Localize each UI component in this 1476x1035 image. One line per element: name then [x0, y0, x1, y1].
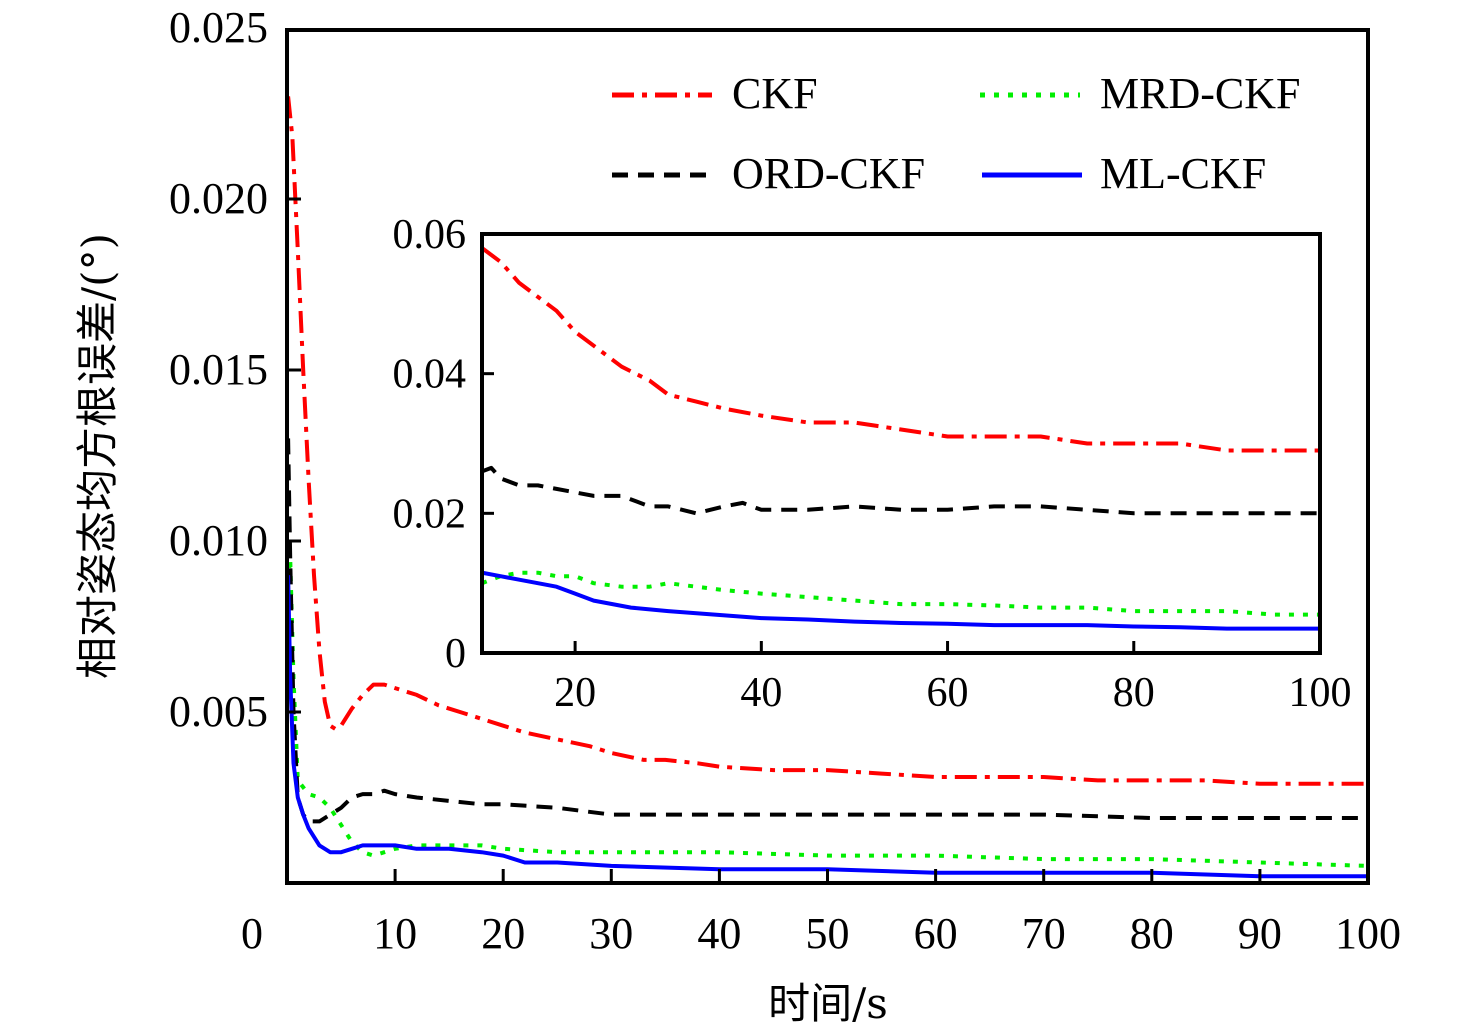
main-series-ml-ckf: [289, 575, 1367, 879]
main-x-tick-label: 30: [589, 909, 633, 958]
main-x-tick-label: 70: [1022, 909, 1066, 958]
main-series-ord-ckf: [289, 438, 1367, 824]
inset-x-tick-label: 100: [1289, 670, 1352, 716]
main-x-tick-label: 60: [914, 909, 958, 958]
inset-y-tick-label: 0.06: [393, 212, 467, 258]
legend-label-ml-ckf: ML-CKF: [1100, 149, 1266, 198]
inset-x-tick-label: 60: [927, 670, 969, 716]
legend-label-mrd-ckf: MRD-CKF: [1100, 69, 1301, 118]
inset-x-tick-label: 80: [1113, 670, 1155, 716]
main-x-tick-label: 40: [697, 909, 741, 958]
inset-series-ml-ckf: [484, 571, 1318, 631]
legend: CKF MRD-CKF ORD-CKF ML-CKF: [612, 69, 1301, 198]
main-x-tick-label: 0: [241, 909, 263, 958]
inset-x-tick-label: 20: [554, 670, 596, 716]
inset-x-axis: 20 40 60 80 100: [554, 641, 1352, 716]
main-x-tick-label: 10: [373, 909, 417, 958]
inset-y-tick-label: 0.02: [393, 491, 467, 537]
legend-label-ord-ckf: ORD-CKF: [732, 149, 925, 198]
inset-y-tick-label: 0: [445, 631, 466, 677]
x-axis-title: 时间/s: [768, 979, 888, 1028]
main-y-tick-label: 0.005: [169, 687, 268, 736]
main-x-tick-label: 100: [1335, 909, 1401, 958]
inset-y-tick-label: 0.04: [393, 352, 467, 398]
legend-item-mrd-ckf: MRD-CKF: [980, 69, 1301, 118]
main-y-tick-label: 0.020: [169, 174, 268, 223]
main-x-tick-label: 80: [1130, 909, 1174, 958]
main-y-tick-label: 0.010: [169, 516, 268, 565]
legend-item-ord-ckf: ORD-CKF: [612, 149, 925, 198]
inset-plot: 20 40 60 80 100 0 0.02 0.04 0.06: [393, 212, 1352, 716]
main-plot: 0 10 20 30 40 50 60 70 80 90 100 0.0050.0100.0150.…: [73, 3, 1401, 1028]
main-x-tick-label: 50: [806, 909, 850, 958]
inset-x-tick-label: 40: [740, 670, 782, 716]
inset-y-axis: 0 0.02 0.04 0.06: [393, 212, 494, 677]
inset-series-mrd-ckf: [484, 570, 1318, 617]
main-y-axis: 0.005 0.010 0.015 0.020 0.025: [169, 3, 301, 736]
main-y-tick-label: 0.015: [169, 345, 268, 394]
inset-series-ckf: [484, 246, 1318, 453]
main-x-tick-label: 20: [481, 909, 525, 958]
main-x-axis: 0 10 20 30 40 50 60 70 80 90 100: [241, 869, 1401, 958]
main-y-tick-label: 0.025: [169, 3, 268, 52]
main-x-tick-label: 90: [1238, 909, 1282, 958]
legend-item-ml-ckf: ML-CKF: [982, 149, 1266, 198]
inset-plot-frame: [480, 232, 1322, 655]
main-series-ckf: [289, 96, 1367, 786]
inset-series-group: [484, 246, 1318, 631]
legend-label-ckf: CKF: [732, 69, 818, 118]
inset-series-ord-ckf: [484, 465, 1318, 516]
y-axis-title: 相对姿态均方根误差/(°): [73, 233, 122, 679]
main-series-group: [289, 96, 1367, 879]
legend-item-ckf: CKF: [612, 69, 818, 118]
inset-background: [482, 234, 1320, 653]
